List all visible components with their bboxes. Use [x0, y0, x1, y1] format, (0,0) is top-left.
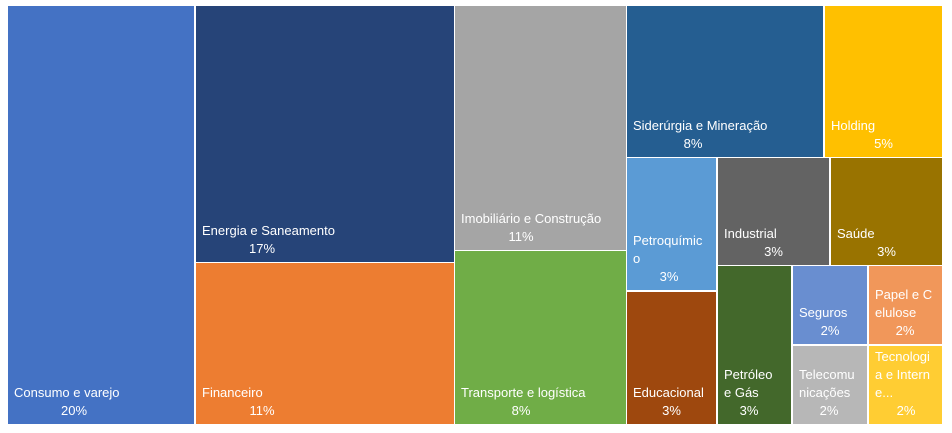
- tile-name: Educacional: [633, 385, 704, 400]
- treemap-tile: Energia e Saneamento 17%: [196, 6, 454, 262]
- tile-label-group: Tecnologia e Interne... 2%: [875, 348, 938, 420]
- tile-percent: 8%: [683, 136, 703, 151]
- tile-percent: 8%: [511, 403, 531, 418]
- tile-percent: 2%: [896, 403, 916, 418]
- tile-percent: 17%: [248, 241, 276, 256]
- tile-name: Saúde: [837, 226, 875, 241]
- tile-name: Energia e Saneamento: [202, 223, 335, 238]
- treemap-tile: Imobiliário e Construção 11%: [455, 6, 626, 250]
- tile-percent: 5%: [874, 136, 893, 151]
- tile-percent: 11%: [249, 403, 275, 418]
- tile-label-group: Petroquímico 3%: [633, 232, 712, 286]
- treemap-tile: Industrial 3%: [718, 158, 829, 265]
- treemap-tile: Consumo e varejo 20%: [8, 6, 194, 424]
- treemap-tile: Holding 5%: [825, 6, 942, 157]
- tile-label-group: Holding 5%: [831, 117, 938, 153]
- tile-label-group: Educacional 3%: [633, 384, 712, 420]
- tile-label-group: Saúde 3%: [837, 225, 938, 261]
- tile-label-group: Telecomunicações 2%: [799, 366, 863, 420]
- tile-label-group: Petróleo e Gás 3%: [724, 366, 787, 420]
- tile-percent: 2%: [820, 323, 840, 338]
- treemap-tile: Educacional 3%: [627, 292, 716, 424]
- treemap-tile: Tecnologia e Interne... 2%: [869, 346, 942, 424]
- tile-name: Seguros: [799, 305, 848, 320]
- tile-name: Siderúrgia e Mineração: [633, 118, 768, 133]
- treemap-tile: Seguros 2%: [793, 266, 867, 344]
- tile-percent: 3%: [662, 403, 681, 418]
- tile-name: Papel e Celulose: [875, 287, 933, 320]
- tile-label-group: Energia e Saneamento 17%: [202, 222, 450, 258]
- tile-name: Petroquímico: [633, 233, 703, 266]
- tile-percent: 3%: [659, 269, 679, 284]
- tile-percent: 3%: [877, 244, 896, 259]
- tile-name: Holding: [831, 118, 876, 133]
- tile-percent: 11%: [508, 229, 534, 244]
- tile-label-group: Consumo e varejo 20%: [14, 384, 190, 420]
- tile-label-group: Papel e Celulose 2%: [875, 286, 938, 340]
- tile-label-group: Financeiro 11%: [202, 384, 450, 420]
- treemap-tile: Financeiro 11%: [196, 263, 454, 424]
- treemap-tile: Siderúrgia e Mineração 8%: [627, 6, 823, 157]
- tile-label-group: Siderúrgia e Mineração 8%: [633, 117, 819, 153]
- tile-name: Petróleo e Gás: [724, 367, 773, 400]
- tile-name: Consumo e varejo: [14, 385, 120, 400]
- tile-label-group: Industrial 3%: [724, 225, 825, 261]
- treemap-tile: Petróleo e Gás 3%: [718, 266, 791, 424]
- treemap-tile: Petroquímico 3%: [627, 158, 716, 290]
- tile-name: Transporte e logística: [461, 385, 586, 400]
- tile-percent: 3%: [739, 403, 759, 418]
- tile-name: Tecnologia e Interne...: [875, 349, 930, 400]
- treemap-tile: Transporte e logística 8%: [455, 251, 626, 424]
- tile-label-group: Transporte e logística 8%: [461, 384, 622, 420]
- tile-label-group: Imobiliário e Construção 11%: [461, 210, 622, 246]
- tile-name: Telecomunicações: [799, 367, 855, 400]
- tile-label-group: Seguros 2%: [799, 304, 863, 340]
- tile-name: Financeiro: [202, 385, 263, 400]
- treemap-tile: Telecomunicações 2%: [793, 346, 867, 424]
- treemap-tile: Papel e Celulose 2%: [869, 266, 942, 344]
- tile-percent: 2%: [895, 323, 915, 338]
- tile-name: Industrial: [724, 226, 777, 241]
- treemap-tile: Saúde 3%: [831, 158, 942, 265]
- tile-percent: 20%: [60, 403, 88, 418]
- tile-name: Imobiliário e Construção: [461, 211, 602, 226]
- tile-percent: 2%: [819, 403, 839, 418]
- tile-percent: 3%: [764, 244, 783, 259]
